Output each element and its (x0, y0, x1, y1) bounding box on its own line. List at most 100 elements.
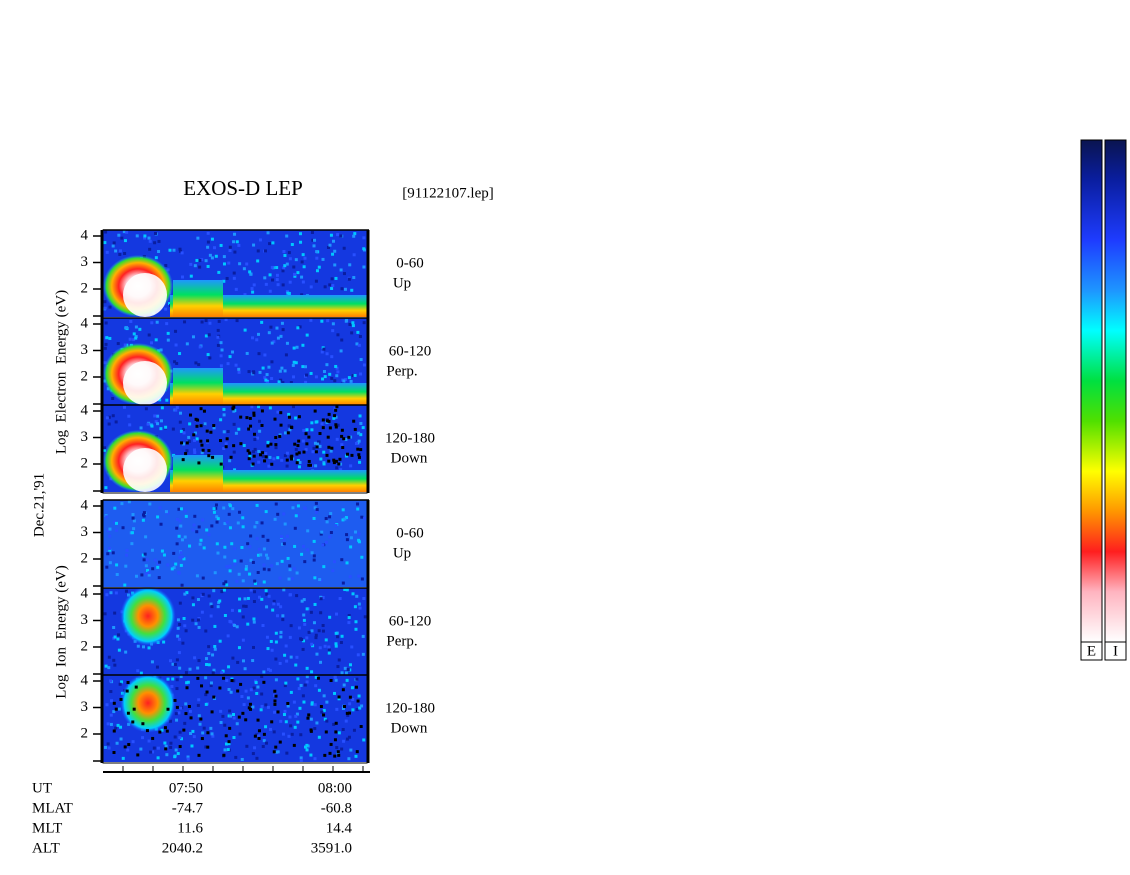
noise (132, 519, 136, 523)
noise (215, 515, 219, 519)
noise (222, 255, 226, 259)
noise (293, 274, 297, 278)
noise (147, 333, 151, 337)
noise (292, 265, 296, 269)
noise (328, 515, 332, 519)
noise (223, 614, 227, 618)
black-dot (252, 413, 256, 417)
noise (315, 256, 319, 260)
noise (145, 558, 149, 562)
noise (225, 276, 229, 280)
noise (178, 249, 182, 253)
noise (289, 624, 293, 628)
noise (257, 352, 261, 356)
energy-tick-label: 2 (81, 550, 89, 566)
black-dot (327, 459, 331, 463)
noise (288, 635, 292, 639)
noise (240, 695, 244, 699)
black-dot (248, 451, 252, 455)
black-dot (306, 716, 310, 720)
noise (178, 730, 182, 734)
noise (204, 319, 208, 323)
noise (305, 333, 309, 337)
noise (286, 556, 290, 560)
noise (197, 363, 201, 367)
black-dot (114, 707, 118, 711)
noise (276, 750, 280, 754)
noise (266, 667, 270, 671)
noise (361, 634, 365, 638)
noise (191, 618, 195, 622)
noise (282, 588, 286, 592)
spectrogram-panel (103, 499, 369, 587)
noise (114, 420, 118, 424)
noise (175, 678, 179, 682)
noise (204, 676, 208, 680)
noise (105, 416, 109, 420)
black-dot (151, 736, 155, 740)
noise (256, 571, 260, 575)
black-dot (355, 750, 359, 754)
noise (182, 431, 186, 435)
noise (248, 454, 252, 458)
noise (309, 318, 313, 322)
noise (363, 615, 367, 619)
noise (233, 250, 237, 254)
noise (313, 238, 317, 242)
noise (292, 360, 296, 364)
noise (333, 263, 337, 267)
noise (300, 637, 304, 641)
noise (343, 588, 347, 592)
noise (327, 648, 331, 652)
black-dot (297, 439, 301, 443)
orbit-cell: UT (32, 780, 52, 796)
energy-tick-label: 2 (81, 455, 89, 471)
noise (201, 576, 205, 580)
noise (228, 459, 232, 463)
noise (171, 662, 175, 666)
noise (185, 449, 189, 453)
noise (335, 366, 339, 370)
noise (324, 638, 328, 642)
noise (294, 258, 298, 262)
noise (253, 582, 257, 586)
noise (134, 325, 138, 329)
noise (207, 663, 211, 667)
black-dot (145, 729, 149, 733)
noise (284, 720, 288, 724)
noise (327, 645, 331, 649)
noise (155, 320, 159, 324)
spectrogram-panel (103, 317, 369, 405)
noise (120, 236, 124, 240)
noise (314, 684, 318, 688)
noise (344, 377, 348, 381)
hot-core (123, 448, 167, 492)
black-dot (356, 699, 360, 703)
pitch-angle: 60-120 (389, 343, 432, 359)
noise (235, 240, 239, 244)
noise (232, 713, 236, 717)
noise (283, 522, 287, 526)
noise (294, 416, 298, 420)
noise (332, 416, 336, 420)
noise (328, 372, 332, 376)
noise (198, 345, 202, 349)
noise (147, 236, 151, 240)
black-dot (333, 414, 337, 418)
noise (317, 629, 321, 633)
noise (328, 535, 332, 539)
noise (328, 283, 332, 287)
noise (268, 406, 272, 410)
noise (300, 275, 304, 279)
noise (319, 457, 323, 461)
orbit-cell: 2040.2 (162, 840, 203, 856)
noise (176, 618, 180, 622)
noise (336, 233, 340, 237)
black-dot (112, 751, 116, 755)
black-dot (307, 435, 311, 439)
noise (169, 659, 173, 663)
noise (135, 234, 139, 238)
black-dot (274, 443, 278, 447)
noise (350, 645, 354, 649)
black-dot (359, 448, 363, 452)
